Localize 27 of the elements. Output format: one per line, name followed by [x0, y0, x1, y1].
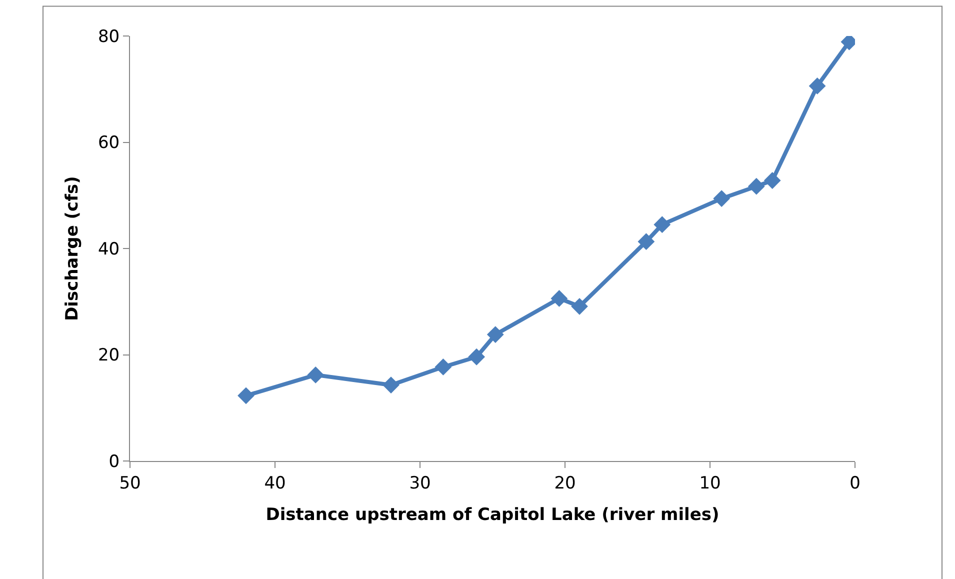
y-tick-label: 80 [98, 26, 120, 47]
y-tick-label: 0 [108, 452, 120, 472]
point [764, 172, 781, 189]
y-axis-title: Discharge (cfs) [62, 176, 83, 321]
point [571, 298, 588, 315]
point [550, 290, 568, 307]
point [748, 178, 765, 195]
y-tick-label: 60 [98, 133, 120, 154]
point [307, 366, 324, 384]
point [238, 387, 254, 404]
x-axis-title: Distance upstream of Capitol Lake (river miles) [266, 504, 720, 525]
point [468, 348, 485, 366]
x-tick-label: 20 [554, 473, 576, 494]
y-tick-label: 20 [98, 346, 120, 366]
x-tick-label: 40 [264, 473, 286, 494]
x-tick-label: 0 [850, 473, 860, 494]
x-tick-label: 30 [409, 473, 431, 494]
x-tick-label: 50 [119, 473, 141, 494]
x-tick-label: 10 [699, 473, 721, 494]
point [382, 376, 400, 394]
point [808, 77, 826, 94]
point [486, 326, 504, 344]
point [434, 358, 452, 376]
y-tick-label: 40 [98, 239, 120, 260]
point [713, 190, 730, 208]
point [654, 216, 671, 234]
point [638, 233, 655, 250]
